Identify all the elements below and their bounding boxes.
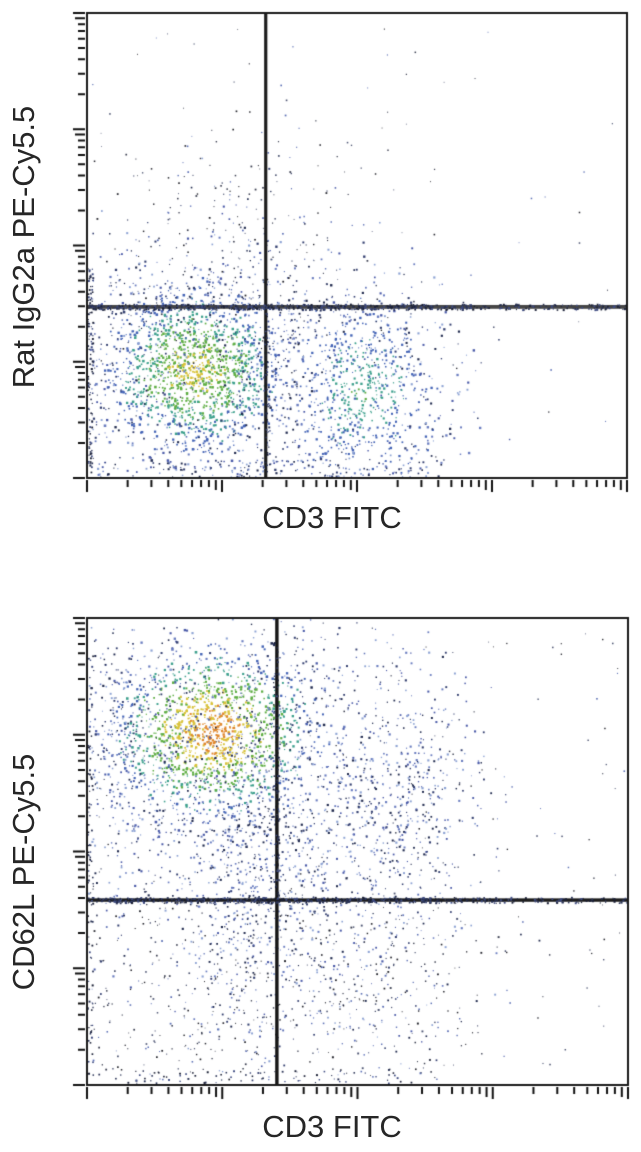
- top-plot-x-axis-label: CD3 FITC: [262, 500, 402, 535]
- bottom-plot-y-axis-label: CD62L PE-Cy5.5: [6, 753, 41, 991]
- top-plot-y-axis-label: Rat IgG2a PE-Cy5.5: [6, 105, 41, 389]
- bottom-plot-x-axis-label: CD3 FITC: [262, 1109, 402, 1144]
